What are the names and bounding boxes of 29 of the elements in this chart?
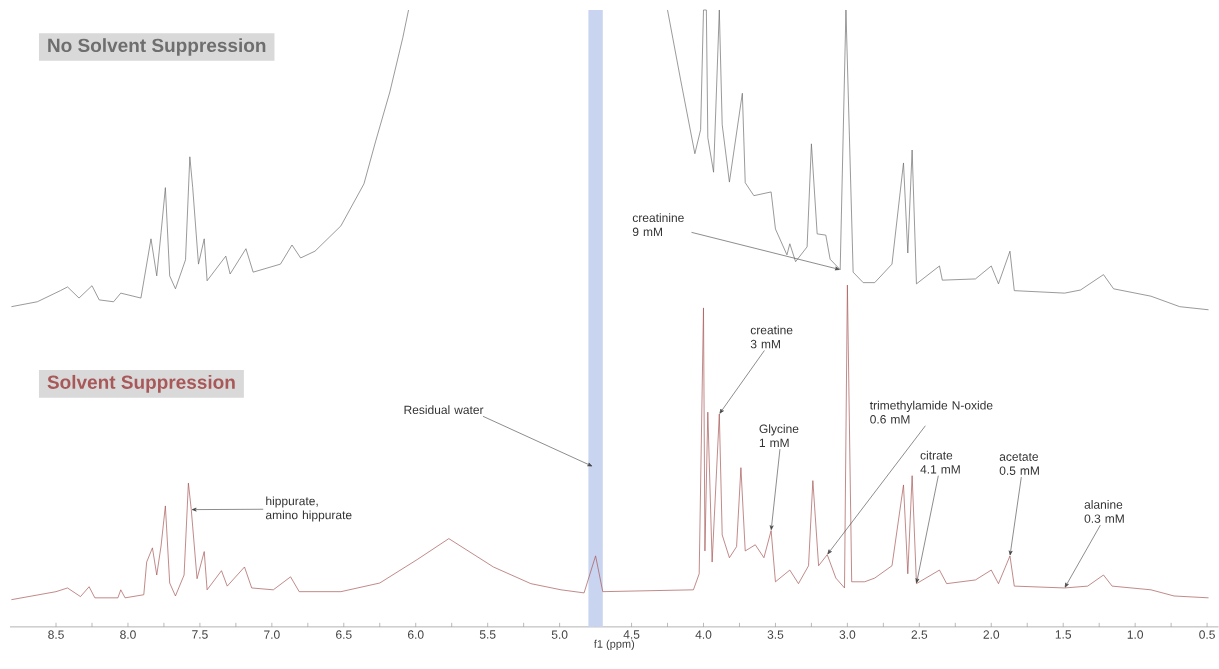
x-tick-label: 5.0 <box>551 630 568 639</box>
x-tick-label: 2.0 <box>983 630 1000 639</box>
annotation: creatine 3 mM <box>750 325 793 349</box>
x-tick-label: 0.5 <box>1199 630 1215 639</box>
x-tick-label: 7.0 <box>264 630 280 639</box>
annotation: creatinine 9 mM <box>632 213 684 237</box>
x-axis-title: f1 (ppm) <box>593 639 635 651</box>
x-tick-label: 1.5 <box>1055 630 1072 639</box>
annotation: citrate 4.1 mM <box>920 450 960 474</box>
annotation: hippurate, amino hippurate <box>265 496 352 522</box>
x-tick-label: 8.5 <box>48 630 64 639</box>
annotation: alanine 0.3 mM <box>1084 500 1124 523</box>
x-tick-label: 5.5 <box>479 630 496 639</box>
x-tick-label: 7.5 <box>192 630 208 639</box>
text: Solvent Suppression <box>47 375 235 393</box>
x-tick-label: 6.5 <box>336 630 352 639</box>
annotation: trimethylamide N-oxide 0.6 mM <box>869 400 993 424</box>
x-tick-label: 2.5 <box>911 630 928 639</box>
x-tick-label: 3.0 <box>839 630 856 639</box>
annotation: Glycine 1 mM <box>759 424 799 448</box>
x-tick-label: 4.0 <box>695 630 712 639</box>
text: No Solvent Suppression <box>48 38 266 56</box>
x-tick-label: 1.0 <box>1127 630 1144 639</box>
x-tick-label: 8.0 <box>120 630 136 639</box>
x-tick-label: 4.5 <box>623 630 640 639</box>
x-tick-label: 3.5 <box>767 630 784 639</box>
annotation: Residual water <box>404 405 484 415</box>
x-tick-label: 6.0 <box>408 630 424 639</box>
annotation: acetate 0.5 mM <box>999 453 1039 475</box>
